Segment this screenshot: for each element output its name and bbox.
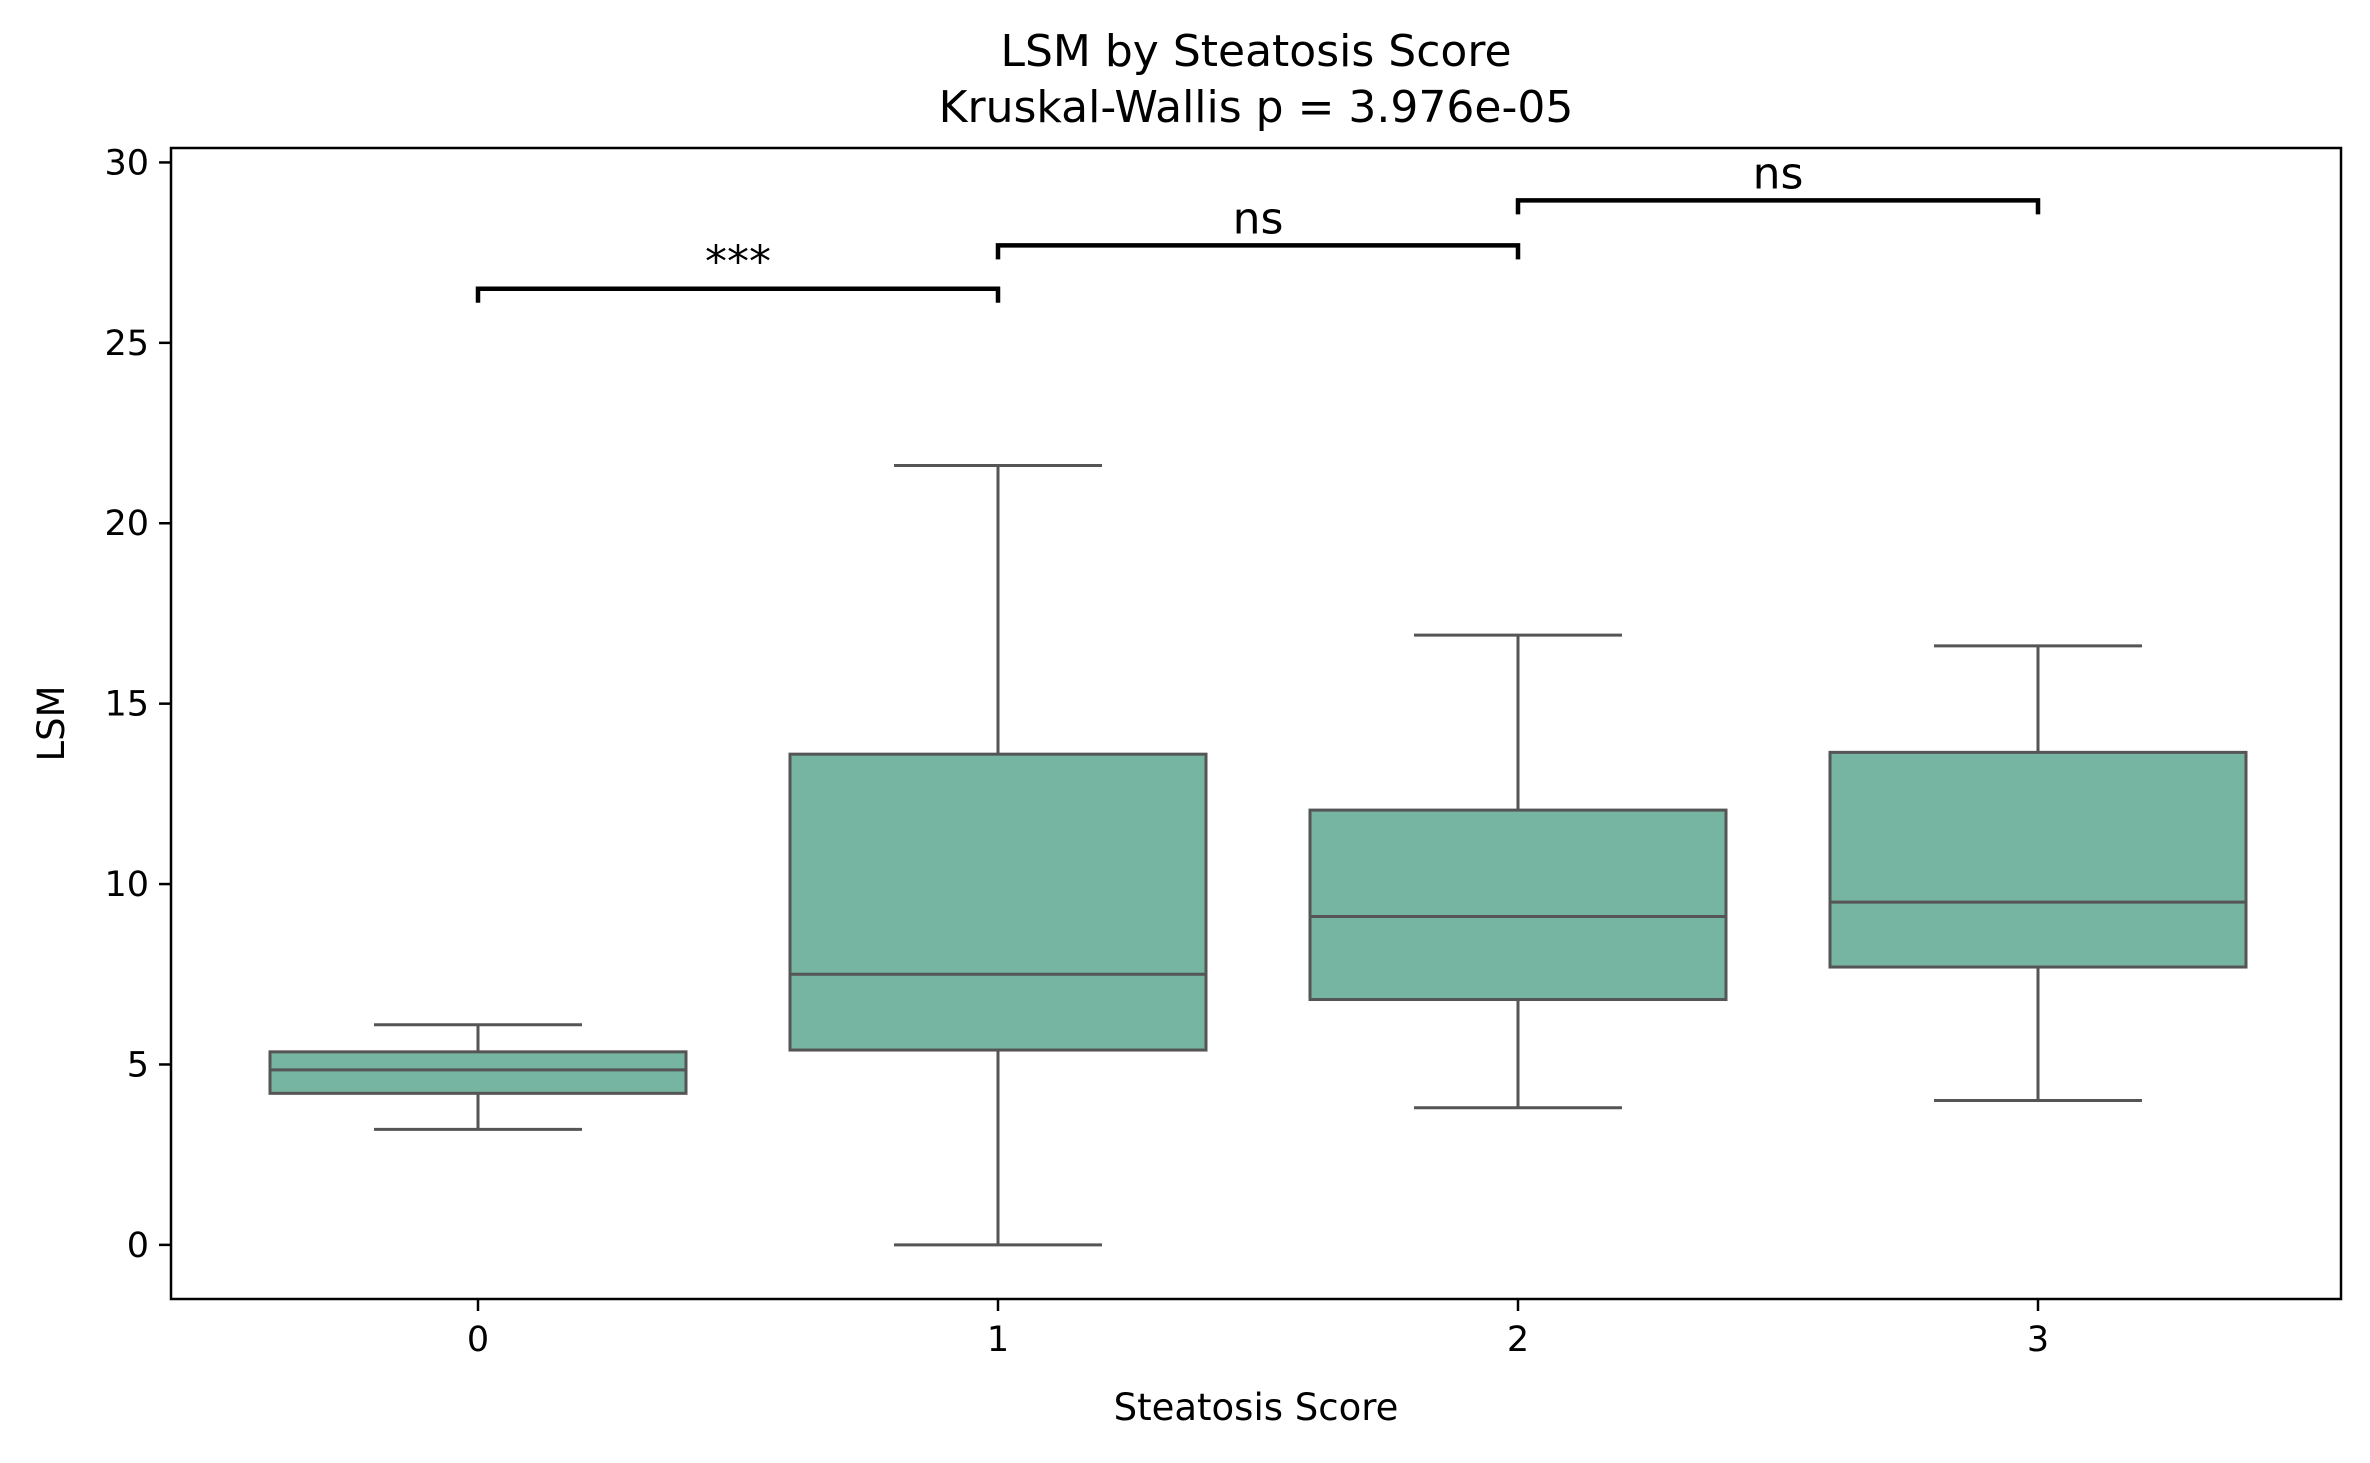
bracket-line <box>1515 198 2041 215</box>
plot-area: *** ns ns <box>268 148 2248 1247</box>
axes: 0 5 10 15 20 25 30 0 1 2 3 <box>104 143 2343 1360</box>
box-group-3 <box>1828 644 2248 1103</box>
box-group-0 <box>268 1023 688 1131</box>
y-axis-label: LSM <box>30 685 73 761</box>
box-group-1 <box>788 464 1208 1247</box>
x-tick-label: 0 <box>467 1320 489 1360</box>
y-tick-label: 20 <box>104 504 149 544</box>
significance-bracket-3: ns <box>1515 148 2041 215</box>
significance-bracket-2: ns <box>995 193 1521 260</box>
x-tick-label: 2 <box>1507 1320 1529 1360</box>
y-tick-label: 10 <box>104 865 149 905</box>
chart-subtitle: Kruskal-Wallis p = 3.976e-05 <box>939 82 1574 133</box>
y-tick-label: 15 <box>104 685 149 725</box>
chart-title: LSM by Steatosis Score <box>1000 26 1511 77</box>
significance-label: ns <box>1753 148 1804 199</box>
box-iqr <box>1308 808 1728 1002</box>
significance-bracket-1: *** <box>475 237 1001 303</box>
x-tick-label: 1 <box>987 1320 1009 1360</box>
y-tick-label: 25 <box>104 324 149 364</box>
box-group-2 <box>1308 633 1728 1110</box>
y-tick-label: 5 <box>127 1045 149 1085</box>
x-tick-label: 3 <box>2027 1320 2049 1360</box>
bracket-line <box>475 286 1001 303</box>
x-axis-label: Steatosis Score <box>1114 1386 1399 1429</box>
box-iqr <box>788 752 1208 1052</box>
plot-frame <box>169 146 2343 1301</box>
box-iqr <box>268 1050 688 1095</box>
significance-label: ns <box>1233 193 1284 244</box>
significance-label: *** <box>705 237 771 288</box>
box-iqr <box>1828 750 2248 969</box>
y-tick-label: 0 <box>127 1226 149 1266</box>
y-tick-label: 30 <box>104 143 149 183</box>
bracket-line <box>995 243 1521 260</box>
